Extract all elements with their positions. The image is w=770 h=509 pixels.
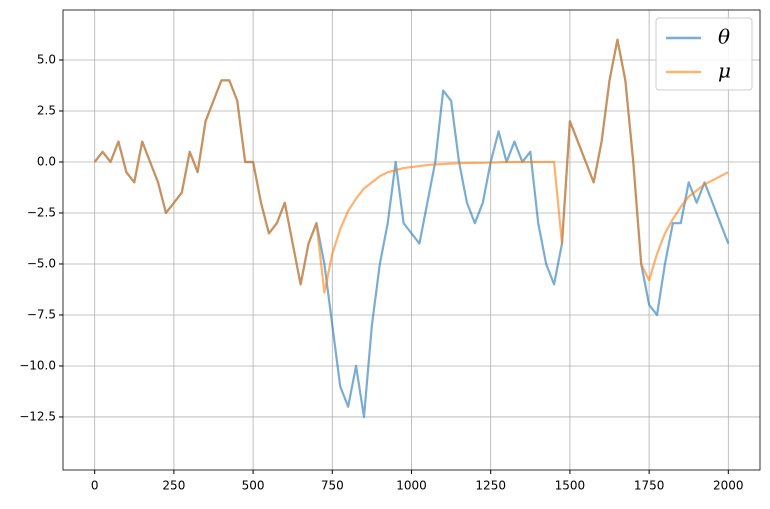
x-tick-label: 0	[91, 479, 99, 493]
x-tick-label: 1250	[475, 479, 506, 493]
x-tick-label: 1500	[555, 479, 586, 493]
x-tick-label: 250	[162, 479, 185, 493]
series-line	[93, 38, 729, 294]
legend-label: θ	[718, 25, 730, 49]
y-tick-label: −7.5	[27, 307, 56, 321]
y-tick-label: 2.5	[37, 103, 56, 117]
y-tick-label: −10.0	[19, 358, 56, 372]
x-tick-label: 1000	[396, 479, 427, 493]
x-tick-label: 500	[242, 479, 265, 493]
x-tick-label: 750	[321, 479, 344, 493]
y-tick-label: −2.5	[27, 205, 56, 219]
y-tick-label: −5.0	[27, 256, 56, 270]
y-tick-label: −12.5	[19, 409, 56, 423]
legend-label: μ	[718, 59, 731, 83]
legend-box	[655, 17, 753, 91]
y-tick-label: 0.0	[37, 154, 56, 168]
y-tick-label: 5.0	[37, 52, 56, 66]
x-tick-label: 1750	[634, 479, 665, 493]
x-tick-label: 2000	[713, 479, 744, 493]
plot-frame	[62, 9, 761, 471]
